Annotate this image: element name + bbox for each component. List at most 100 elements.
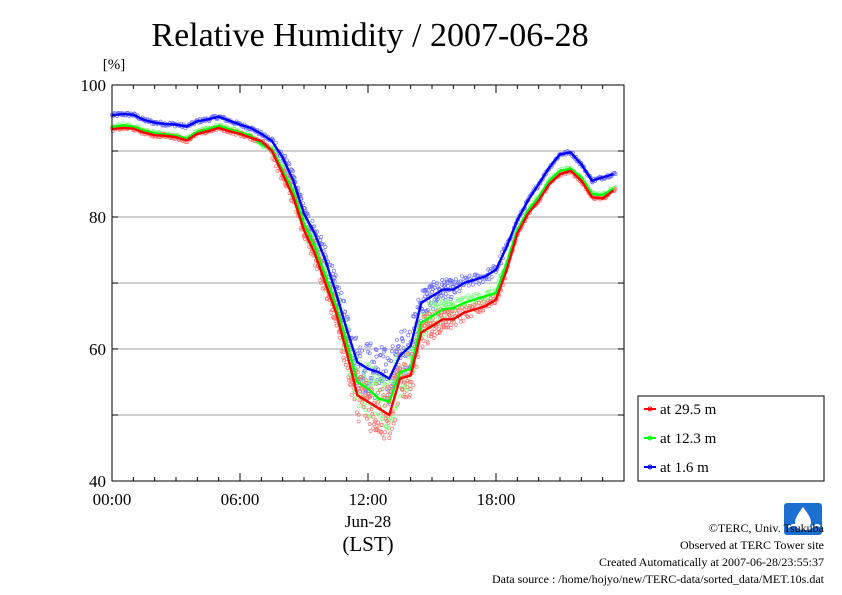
scatter-point	[369, 407, 374, 412]
scatter-point	[426, 334, 431, 339]
scatter-point	[459, 279, 463, 284]
scatter-point	[423, 323, 428, 328]
scatter-point	[446, 294, 451, 299]
scatter-point	[420, 344, 425, 349]
scatter-point	[372, 411, 377, 416]
scatter-point	[459, 274, 464, 279]
scatter-point	[378, 411, 383, 416]
scatter-point	[441, 325, 446, 329]
scatter-point	[343, 362, 348, 367]
scatter-point	[416, 297, 421, 302]
scatter-point	[345, 365, 350, 370]
scatter-point	[314, 229, 319, 234]
scatter-point	[487, 277, 492, 282]
scatter-point	[312, 224, 317, 229]
scatter-point	[436, 327, 441, 332]
scatter-point	[430, 300, 434, 305]
scatter-point	[364, 388, 369, 393]
scatter-point	[430, 316, 435, 321]
legend-marker	[647, 464, 653, 470]
scatter-point	[411, 383, 416, 388]
scatter-point	[456, 308, 461, 313]
scatter-point	[446, 325, 451, 330]
terc-logo	[784, 503, 822, 535]
scatter-point	[461, 318, 466, 323]
scatter-point	[446, 284, 451, 289]
scatter-point	[488, 296, 493, 301]
credit-source: Data source : /home/hojyo/new/TERC-data/…	[491, 572, 824, 586]
scatter-point	[349, 392, 354, 397]
scatter-point	[362, 368, 367, 373]
scatter-point	[375, 388, 380, 393]
scatter-point	[455, 281, 460, 286]
scatter-point	[373, 428, 378, 433]
scatter-point	[389, 349, 394, 354]
scatter-point	[383, 369, 388, 374]
scatter-point	[378, 387, 383, 392]
series-lines	[111, 112, 615, 417]
scatter-point	[362, 393, 367, 398]
scatter-point	[273, 164, 278, 169]
y-tick-label: 40	[89, 472, 106, 491]
legend: at 29.5 m at 12.3 m at 1.6 m	[637, 395, 825, 482]
scatter-point	[474, 301, 479, 306]
scatter-point	[467, 273, 472, 278]
scatter-point	[391, 421, 396, 426]
series-line	[111, 112, 614, 380]
scatter-point	[331, 268, 336, 273]
scatter-point	[408, 387, 413, 391]
scatter-point	[482, 299, 487, 304]
scatter-point	[367, 351, 372, 356]
scatter-point	[429, 283, 434, 288]
x-axis-label: (LST)	[342, 532, 393, 556]
scatter-point	[476, 309, 481, 314]
scatter-point	[399, 329, 404, 334]
scatter-point	[424, 312, 429, 317]
scatter-point	[364, 380, 369, 385]
scatter-point	[354, 335, 359, 340]
scatter-point	[427, 292, 432, 297]
scatter-point	[425, 288, 430, 293]
scatter-points	[110, 110, 618, 441]
x-axis-date-label: Jun-28	[345, 512, 391, 531]
scatter-point	[489, 275, 494, 280]
scatter-point	[319, 241, 324, 246]
scatter-point	[396, 362, 401, 367]
scatter-point	[613, 187, 618, 191]
scatter-point	[361, 380, 366, 385]
scatter-point	[302, 237, 307, 241]
scatter-point	[372, 421, 376, 426]
scatter-point	[441, 321, 446, 326]
scatter-point	[435, 331, 440, 336]
scatter-point	[363, 408, 368, 413]
scatter-series	[110, 110, 618, 407]
series-line	[111, 126, 615, 417]
series-line	[111, 124, 614, 403]
scatter-point	[346, 316, 351, 321]
scatter-point	[355, 351, 360, 356]
scatter-point	[341, 355, 346, 360]
scatter-point	[437, 330, 442, 335]
scatter-point	[310, 218, 315, 223]
scatter-point	[387, 436, 392, 441]
scatter-point	[376, 400, 381, 405]
scatter-point	[360, 348, 364, 353]
scatter-point	[364, 378, 369, 383]
scatter-point	[439, 327, 444, 332]
scatter-point	[287, 162, 292, 167]
scatter-point	[359, 387, 364, 392]
scatter-point	[427, 311, 432, 316]
legend-marker	[647, 435, 653, 441]
scatter-point	[356, 404, 361, 408]
scatter-point	[448, 323, 453, 328]
scatter-point	[321, 242, 326, 247]
scatter-point	[366, 407, 371, 412]
scatter-point	[283, 154, 288, 158]
scatter-point	[424, 288, 428, 293]
credit-copyright: ©TERC, Univ. Tsukuba	[708, 521, 824, 535]
scatter-point	[383, 347, 388, 352]
legend-label: at 29.5 m	[660, 402, 717, 418]
scatter-point	[308, 251, 313, 256]
scatter-point	[368, 429, 373, 433]
scatter-point	[430, 306, 435, 311]
